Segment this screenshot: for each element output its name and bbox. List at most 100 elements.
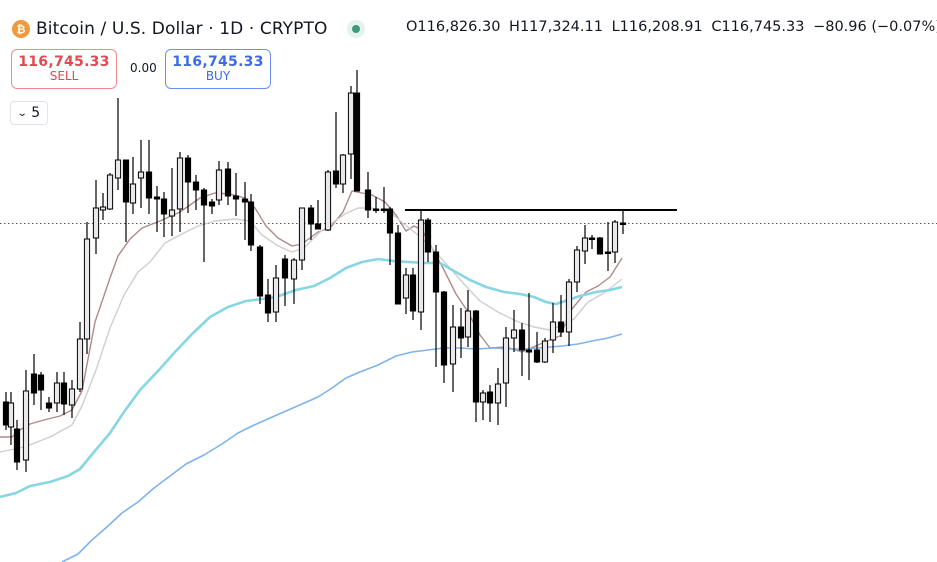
candle <box>247 194 255 251</box>
candle <box>611 220 619 263</box>
ohlc-low: L116,208.91 <box>611 19 703 35</box>
candle <box>533 332 541 363</box>
candle <box>380 187 388 213</box>
candle <box>13 420 21 470</box>
ma-line-2 <box>0 257 623 499</box>
candle <box>160 192 168 237</box>
buy-label: BUY <box>205 69 231 84</box>
candle <box>432 245 440 367</box>
candle <box>208 199 216 214</box>
sell-button[interactable]: 116,745.33 SELL <box>11 49 117 89</box>
candle <box>37 372 45 410</box>
candle <box>565 279 573 346</box>
candle <box>557 295 565 337</box>
candle <box>339 154 347 193</box>
ma-line-3 <box>61 333 623 562</box>
candle <box>76 322 84 392</box>
candle <box>573 246 581 292</box>
candle <box>224 162 232 205</box>
candle <box>241 182 249 240</box>
candle <box>2 392 10 430</box>
candle <box>83 222 91 354</box>
candle <box>604 222 612 271</box>
candle <box>457 308 465 358</box>
spread-value: 0.00 <box>130 61 157 75</box>
candle <box>68 380 76 418</box>
symbol-header: ₿ Bitcoin / U.S. Dollar · 1D · CRYPTO <box>12 17 366 41</box>
candle <box>324 170 332 231</box>
moving-averages <box>0 190 623 562</box>
candle <box>449 305 457 392</box>
candle <box>256 245 264 304</box>
candle <box>353 70 361 192</box>
candle <box>596 237 604 255</box>
candle <box>137 140 145 208</box>
candle <box>232 173 240 216</box>
candle <box>494 368 502 425</box>
sell-price: 116,745.33 <box>18 54 110 71</box>
candle <box>386 207 394 265</box>
candle <box>192 175 200 210</box>
indicators-toggle-button[interactable]: ⌄ 5 <box>10 101 48 125</box>
candle <box>99 193 107 220</box>
ohlc-open: O116,826.30 <box>406 19 501 35</box>
candle <box>106 173 114 210</box>
ohlc-high: H117,324.11 <box>509 19 603 35</box>
market-status-icon[interactable] <box>347 20 366 38</box>
candle <box>332 112 340 188</box>
candle <box>549 303 557 353</box>
candle <box>53 372 61 412</box>
ohlc-close: C116,745.33 <box>711 19 805 35</box>
candle <box>22 370 30 472</box>
candle <box>364 172 372 218</box>
candle <box>281 255 289 306</box>
ma-line-1 <box>0 207 623 453</box>
candle <box>440 291 448 383</box>
candle <box>307 205 315 240</box>
candle <box>176 152 184 232</box>
candle <box>92 180 100 254</box>
candle <box>394 225 402 305</box>
candle <box>129 157 137 214</box>
candle <box>168 168 176 236</box>
buy-button[interactable]: 116,745.33 BUY <box>165 49 271 89</box>
candle <box>298 207 306 270</box>
candle <box>7 392 15 445</box>
candle <box>402 268 410 314</box>
candle <box>472 310 480 422</box>
candle <box>525 293 533 380</box>
candle <box>347 86 355 179</box>
symbol-title[interactable]: Bitcoin / U.S. Dollar · 1D · CRYPTO <box>36 19 328 39</box>
bitcoin-icon: ₿ <box>12 20 30 38</box>
candle <box>264 279 272 322</box>
candle <box>314 200 322 230</box>
candle <box>200 188 208 262</box>
candle <box>581 225 589 264</box>
indicator-count: 5 <box>31 105 41 121</box>
candle <box>409 268 417 320</box>
buy-price: 116,745.33 <box>172 54 264 71</box>
chevron-down-icon: ⌄ <box>16 107 28 119</box>
candle <box>272 265 280 322</box>
candle <box>502 327 510 407</box>
candle <box>588 235 596 249</box>
candle <box>518 323 526 376</box>
candle <box>541 338 549 363</box>
candle <box>464 290 472 347</box>
candlesticks <box>2 70 627 472</box>
candle <box>30 354 38 405</box>
candle <box>417 210 425 330</box>
candle <box>60 372 68 415</box>
sell-label: SELL <box>49 69 79 84</box>
candle <box>184 155 192 213</box>
candle <box>153 186 161 232</box>
candle <box>510 310 518 352</box>
ohlc-values: O116,826.30 H117,324.11 L116,208.91 C116… <box>406 19 937 35</box>
candle <box>145 140 153 214</box>
candle <box>45 397 53 412</box>
candle <box>372 197 380 213</box>
candle <box>619 211 627 234</box>
candle <box>215 161 223 205</box>
candle <box>486 385 494 422</box>
